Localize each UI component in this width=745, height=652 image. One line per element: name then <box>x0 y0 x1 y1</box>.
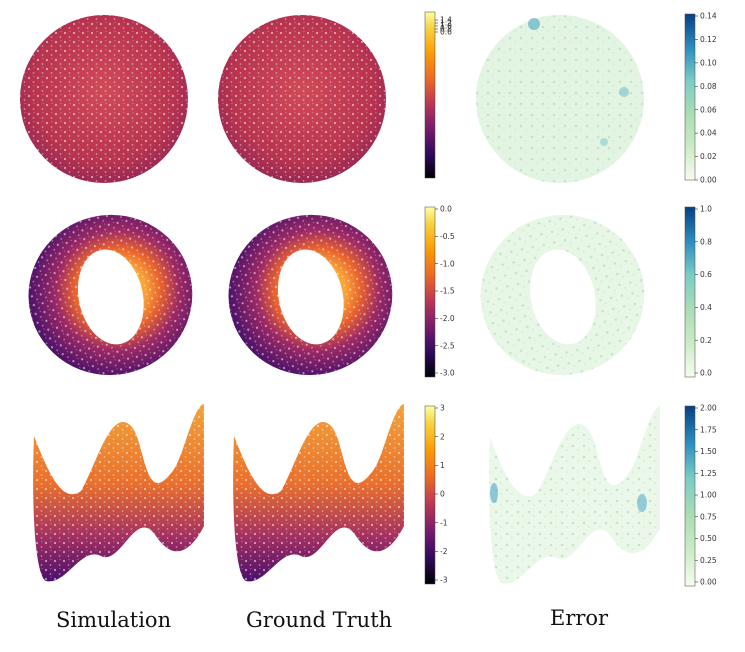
colorbar-tick-label: -1 <box>440 518 448 527</box>
torus-error-plot <box>480 214 645 376</box>
column-title-ground-truth: Ground Truth <box>246 608 393 632</box>
colorbar-tick-label: -1.0 <box>440 259 455 268</box>
colorbar-tick-label: 0.8 <box>440 25 452 34</box>
wave-ground-truth-plot <box>233 404 404 582</box>
colorbar-tick-label: -2.5 <box>440 341 455 350</box>
torus-value-colorbar: 0.0 -0.5 -1.0 -1.5 -2.0 -2.5 -3.0 <box>424 205 455 378</box>
colorbar-tick-label: 0.10 <box>700 58 717 67</box>
colorbar-tick-label: 0.08 <box>700 82 717 91</box>
colorbar-tick-label: 1 <box>440 461 445 470</box>
sphere-ground-truth-plot <box>218 15 386 183</box>
colorbar-tick-label: 1.50 <box>700 447 717 456</box>
colorbar-tick-label: 0.6 <box>700 270 712 279</box>
colorbar-tick-label: 0.2 <box>700 336 712 345</box>
colorbar-tick-label: -2.0 <box>440 314 455 323</box>
colorbar-tick-label: -2 <box>440 547 448 556</box>
colorbar-tick-label: 0.6 <box>440 28 452 37</box>
colorbar-tick-label: 0.00 <box>700 578 717 587</box>
colorbar-tick-label: 1.4 <box>440 16 452 25</box>
wave-simulation-plot <box>33 404 205 582</box>
colorbar-tick-label: 0.14 <box>700 12 717 21</box>
colorbar-tick-label: 0.0 <box>700 369 712 378</box>
colorbar-tick-label: 1.0 <box>700 205 712 214</box>
colorbar-tick-label: 0.75 <box>700 512 717 521</box>
sphere-error-colorbar: 0.14 0.12 0.10 0.08 0.06 0.04 0.02 0.00 <box>684 12 717 184</box>
sphere-error-plot <box>476 15 644 183</box>
colorbar-tick-label: 1.75 <box>700 425 717 434</box>
column-title-simulation: Simulation <box>56 608 172 632</box>
wave-error-colorbar: 2.00 1.75 1.50 1.25 1.00 0.75 0.50 0.25 0.00 <box>684 404 717 587</box>
colorbar-tick-label: 0.02 <box>700 152 717 161</box>
colorbar-tick-label: 0.06 <box>700 105 717 114</box>
colorbar-tick-label: 0.00 <box>700 176 717 184</box>
colorbar-tick-label: 2 <box>440 432 445 441</box>
sphere-simulation-plot <box>20 15 188 183</box>
colorbar-tick-label: 1.00 <box>700 491 717 500</box>
colorbar-tick-label: 0.8 <box>700 237 712 246</box>
torus-error-colorbar: 1.0 0.8 0.6 0.4 0.2 0.0 <box>684 205 712 378</box>
colorbar-tick-label: -1.5 <box>440 287 455 296</box>
colorbar-tick-label: 0.0 <box>440 205 452 214</box>
colorbar-tick-label: 0.12 <box>700 35 717 44</box>
colorbar-tick-label: 0.04 <box>700 129 717 138</box>
colorbar-tick-label: 0.50 <box>700 534 717 543</box>
sphere-value-colorbar: 1.41.21.00.80.6 <box>424 11 452 179</box>
torus-simulation-plot <box>28 214 193 376</box>
colorbar-tick-label: 1.2 <box>440 19 452 28</box>
wave-error-plot <box>489 406 660 584</box>
colorbar-tick-label: 0.4 <box>700 303 712 312</box>
colorbar-tick-label: -3 <box>440 576 448 585</box>
colorbar-tick-label: 1.0 <box>440 22 452 31</box>
colorbar-tick-label: 0.25 <box>700 556 717 565</box>
colorbar-tick-label: 1.25 <box>700 469 717 478</box>
colorbar-tick-label: 3 <box>440 404 445 413</box>
colorbar-tick-label: 0 <box>440 490 445 499</box>
torus-ground-truth-plot <box>228 214 393 376</box>
wave-value-colorbar: 3 2 1 0 -1 -2 -3 <box>424 404 448 585</box>
colorbar-tick-label: -0.5 <box>440 232 455 241</box>
colorbar-tick-label: 2.00 <box>700 404 717 413</box>
colorbar-tick-label: -3.0 <box>440 369 455 378</box>
column-title-error: Error <box>550 606 609 630</box>
